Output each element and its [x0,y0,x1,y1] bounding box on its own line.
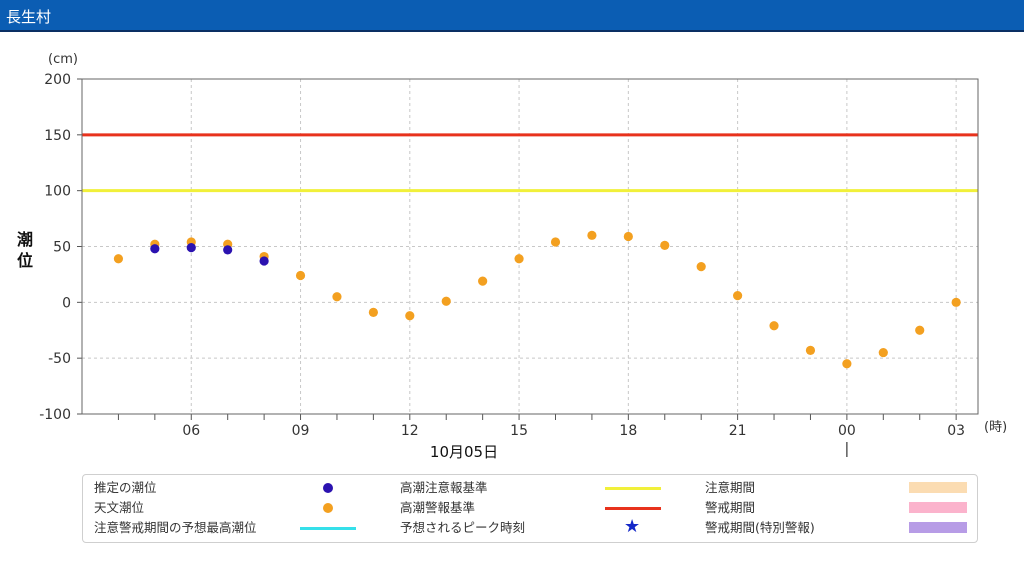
y-tick-label: -100 [39,407,71,423]
data-point [733,291,743,301]
data-point [805,345,816,355]
star-icon: ★ [624,516,641,537]
x-tick-label: 09 [292,423,310,439]
data-point [623,231,633,242]
data-point [514,254,524,264]
data-point [405,311,415,321]
y-axis-title-char: 潮 [17,230,33,249]
legend-label-predicted-max-tide: 注意警戒期間の予想最高潮位 [94,520,257,535]
data-point [368,307,378,317]
y-tick-label: 0 [62,295,71,311]
data-point [223,245,233,255]
data-point [113,254,124,264]
data-point [769,321,779,331]
data-point [696,262,706,272]
legend-label-advisory-level: 高潮注意報基準 [400,480,488,495]
legend-marker-warning-period [909,502,967,513]
y-tick-label: 200 [44,72,71,88]
legend-label-warning-level: 高潮警報基準 [400,500,476,515]
legend-marker-warning-level [605,507,661,510]
legend-label-special-warning-period: 警戒期間(特別警報) [705,520,815,535]
legend-marker-astronomical-tide [323,503,333,513]
legend-label-advisory-period: 注意期間 [705,480,756,495]
legend-label-warning-period: 警戒期間 [705,500,756,515]
x-date-label: 10月05日 [430,443,498,461]
x-tick-label: 15 [510,423,528,439]
legend: 推定の潮位 天文潮位 注意警戒期間の予想最高潮位 高潮注意報基準 高潮警報基準 … [82,474,978,543]
legend-marker-special-warning-period [909,522,967,533]
legend-marker-advisory-period [909,482,967,493]
y-tick-label: 100 [44,184,71,200]
data-point [951,297,961,307]
data-point [186,243,196,253]
reference-lines [82,133,978,193]
legend-label-estimated-tide: 推定の潮位 [94,480,157,495]
legend-marker-advisory-level [605,487,661,490]
data-point [550,237,561,247]
legend-label-peak-time: 予想されるピーク時刻 [400,520,526,535]
y-tick-label: 50 [53,240,71,256]
data-point [441,296,451,306]
x-tick-label: 12 [401,423,419,439]
data-point [660,240,670,250]
x-tick-label: 18 [619,423,637,439]
y-tick-label: -50 [48,351,71,367]
x-unit-label: (時) [984,420,1007,435]
legend-label-astronomical-tide: 天文潮位 [94,500,145,515]
x-tick-label: 21 [729,423,747,439]
tide-chart: 200 150 100 50 0 -50 -100 06 09 12 15 18 21 00 03 (cm) (… [17,52,1007,461]
axis-labels: 200 150 100 50 0 -50 -100 06 09 12 15 18 21 00 03 (cm) (… [17,52,1007,461]
x-tick-label: 00 [838,423,856,439]
data-point [295,270,306,281]
data-point [259,256,269,266]
data-point [150,244,160,254]
x-tick-label: 06 [182,423,200,439]
data-point [915,325,925,335]
data-point [878,347,888,358]
y-axis-title-char: 位 [17,251,33,270]
title-bar: 長生村 [0,0,1024,32]
data-point [478,276,488,286]
y-unit-label: (cm) [48,52,78,67]
y-tick-label: 150 [44,128,71,144]
legend-marker-estimated-tide [323,483,333,493]
data-point [332,292,342,302]
data-points [113,230,961,369]
data-point [842,359,852,369]
data-point [587,230,597,240]
legend-marker-predicted-max-tide [300,527,356,530]
plot-frame [81,78,979,415]
page-title: 長生村 [6,8,52,26]
axes [77,78,979,457]
x-tick-label: 03 [947,423,965,439]
